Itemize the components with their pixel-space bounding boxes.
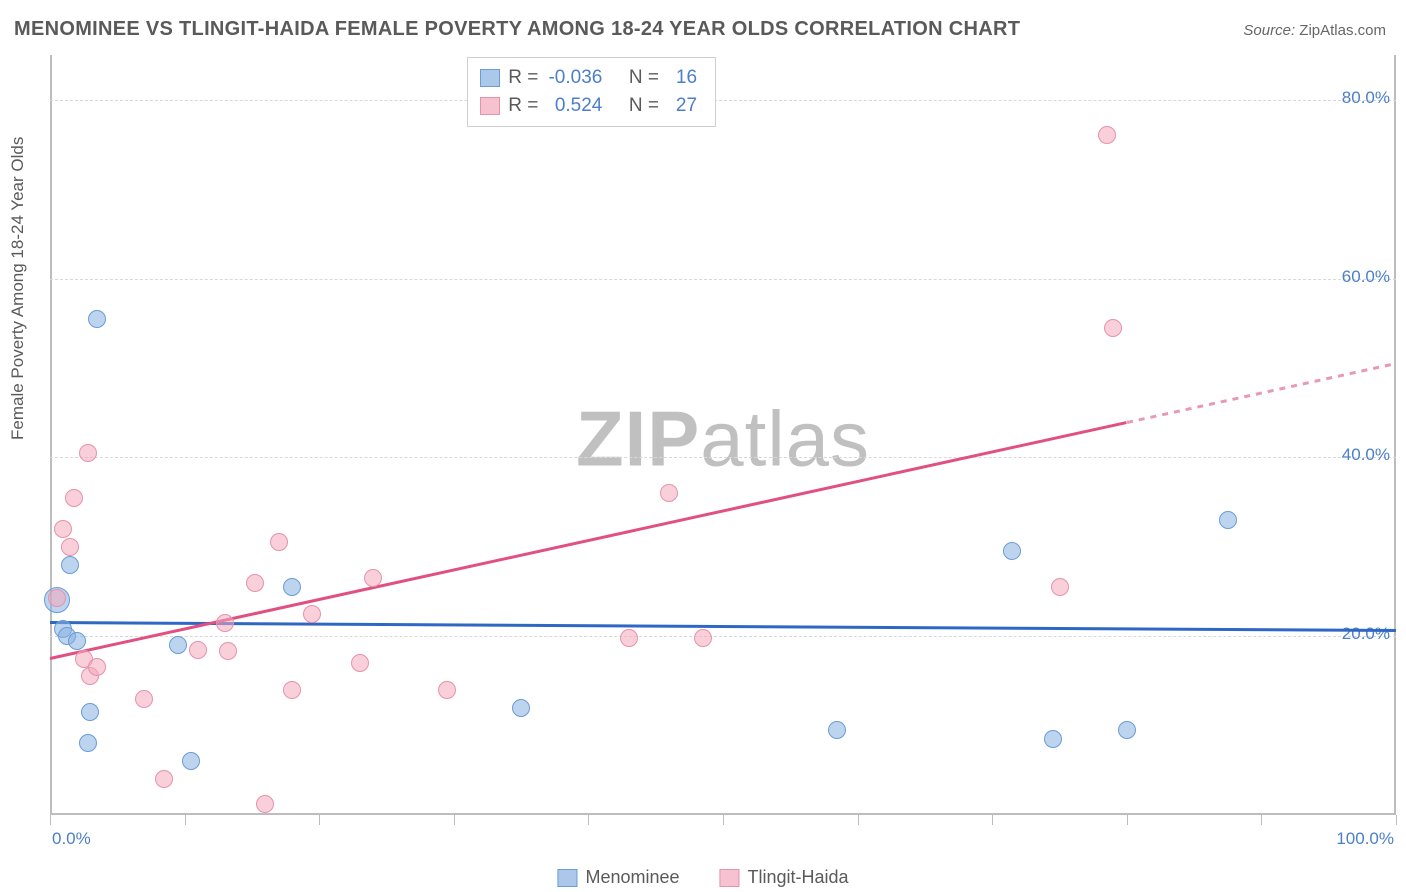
source-attribution: Source: ZipAtlas.com	[1243, 22, 1386, 39]
point-tlingit	[1104, 319, 1122, 337]
legend-item-menominee: Menominee	[557, 867, 679, 888]
point-tlingit	[54, 520, 72, 538]
watermark-bold: ZIP	[576, 395, 700, 483]
legend-swatch-blue	[557, 869, 577, 887]
point-tlingit	[219, 642, 237, 660]
point-menominee	[61, 556, 79, 574]
point-tlingit	[48, 589, 66, 607]
x-tick	[50, 815, 51, 825]
source-label: Source:	[1243, 22, 1295, 39]
watermark: ZIPatlas	[576, 394, 870, 485]
y-tick-label: 80.0%	[1342, 88, 1390, 108]
trend-line	[1126, 362, 1396, 424]
r-label: R =	[508, 95, 538, 117]
legend-swatch-pink	[720, 869, 740, 887]
point-tlingit	[270, 533, 288, 551]
x-tick	[858, 815, 859, 825]
point-tlingit	[135, 690, 153, 708]
legend-label-tlingit: Tlingit-Haida	[748, 867, 849, 888]
gridline-h	[50, 457, 1396, 458]
n-value-menominee: 16	[667, 67, 697, 89]
source-value: ZipAtlas.com	[1299, 22, 1386, 39]
point-menominee	[182, 752, 200, 770]
point-tlingit	[61, 538, 79, 556]
point-menominee	[88, 310, 106, 328]
x-tick	[454, 815, 455, 825]
point-tlingit	[246, 574, 264, 592]
y-axis-line	[50, 55, 52, 815]
watermark-light: atlas	[700, 395, 870, 483]
y-axis-end-line	[1394, 55, 1396, 815]
point-menominee	[1118, 721, 1136, 739]
x-tick	[1396, 815, 1397, 825]
point-tlingit	[303, 605, 321, 623]
point-tlingit	[65, 489, 83, 507]
legend-item-tlingit: Tlingit-Haida	[720, 867, 849, 888]
point-menominee	[1044, 730, 1062, 748]
y-tick-label: 40.0%	[1342, 445, 1390, 465]
n-label: N =	[629, 67, 659, 89]
x-tick	[185, 815, 186, 825]
point-menominee	[1003, 542, 1021, 560]
point-menominee	[512, 699, 530, 717]
x-tick	[319, 815, 320, 825]
chart-container: MENOMINEE VS TLINGIT-HAIDA FEMALE POVERT…	[0, 0, 1406, 892]
x-tick	[992, 815, 993, 825]
r-value-tlingit: 0.524	[546, 95, 602, 117]
x-tick	[588, 815, 589, 825]
x-tick	[723, 815, 724, 825]
legend-bottom: Menominee Tlingit-Haida	[557, 867, 848, 888]
gridline-h	[50, 100, 1396, 101]
legend-swatch-pink	[480, 97, 500, 115]
point-tlingit	[620, 629, 638, 647]
point-tlingit	[364, 569, 382, 587]
r-label: R =	[508, 67, 538, 89]
n-value-tlingit: 27	[667, 95, 697, 117]
chart-title: MENOMINEE VS TLINGIT-HAIDA FEMALE POVERT…	[14, 18, 1020, 41]
plot-area: ZIPatlas 20.0% 40.0% 60.0% 80.0% 0.0% 100.0% R…	[50, 55, 1396, 855]
point-tlingit	[438, 681, 456, 699]
point-menominee	[169, 636, 187, 654]
point-menominee	[79, 734, 97, 752]
x-tick	[1261, 815, 1262, 825]
y-tick-label: 60.0%	[1342, 267, 1390, 287]
point-tlingit	[351, 654, 369, 672]
point-tlingit	[256, 795, 274, 813]
legend-swatch-blue	[480, 69, 500, 87]
stats-row-tlingit: R = 0.524 N = 27	[480, 92, 697, 120]
point-tlingit	[283, 681, 301, 699]
point-menominee	[81, 703, 99, 721]
point-tlingit	[79, 444, 97, 462]
r-value-menominee: -0.036	[546, 67, 602, 89]
point-tlingit	[694, 629, 712, 647]
point-menominee	[1219, 511, 1237, 529]
point-tlingit	[1051, 578, 1069, 596]
point-tlingit	[216, 614, 234, 632]
point-menominee	[828, 721, 846, 739]
x-tick-label: 100.0%	[1336, 829, 1394, 849]
point-tlingit	[189, 641, 207, 659]
point-menominee	[68, 632, 86, 650]
legend-label-menominee: Menominee	[585, 867, 679, 888]
point-tlingit	[660, 484, 678, 502]
point-tlingit	[155, 770, 173, 788]
x-tick-label: 0.0%	[52, 829, 91, 849]
gridline-h	[50, 279, 1396, 280]
gridline-h	[50, 636, 1396, 637]
y-axis-label: Female Poverty Among 18-24 Year Olds	[8, 137, 28, 440]
x-tick	[1127, 815, 1128, 825]
stats-row-menominee: R = -0.036 N = 16	[480, 64, 697, 92]
point-tlingit	[1098, 126, 1116, 144]
n-label: N =	[629, 95, 659, 117]
point-menominee	[283, 578, 301, 596]
y-tick-label: 20.0%	[1342, 624, 1390, 644]
trend-line	[50, 621, 1396, 632]
stats-legend: R = -0.036 N = 16 R = 0.524 N = 27	[467, 57, 716, 127]
point-tlingit	[88, 658, 106, 676]
